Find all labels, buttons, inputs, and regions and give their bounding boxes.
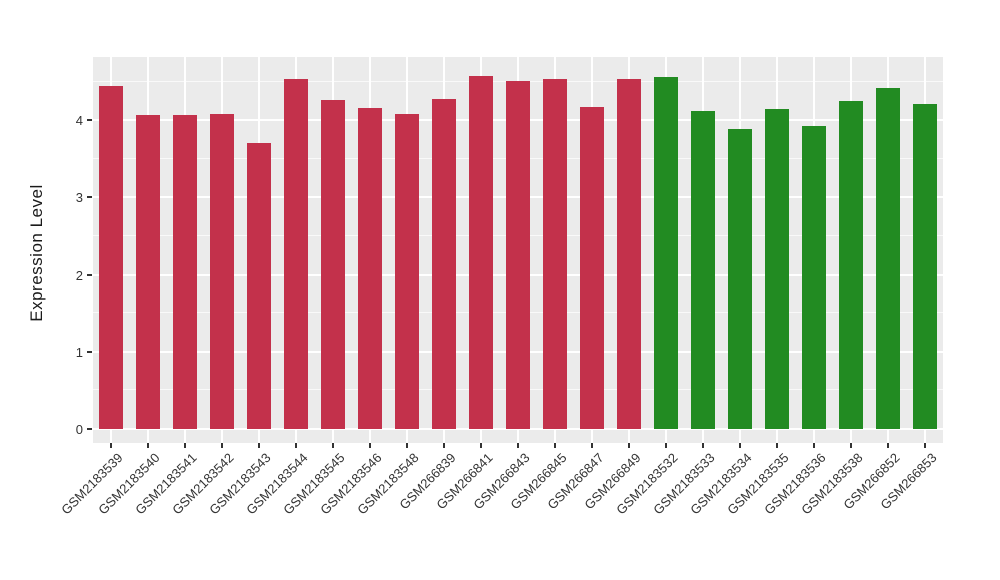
x-tick-mark	[443, 443, 446, 448]
x-tick-mark	[517, 443, 519, 448]
y-tick-label: 1	[75, 344, 83, 360]
x-tick-mark	[775, 443, 778, 448]
bar-GSM266841	[469, 76, 494, 429]
x-tick-mark	[553, 443, 556, 448]
y-tick-mark	[87, 196, 92, 199]
x-tick-mark	[406, 443, 409, 448]
x-tick-mark	[849, 443, 852, 448]
x-tick-mark	[627, 443, 630, 448]
y-tick-mark	[87, 428, 92, 430]
bar-GSM266852	[875, 88, 900, 429]
bar-GSM266845	[542, 79, 567, 429]
bar-GSM2183548	[395, 114, 420, 429]
x-tick-mark	[812, 443, 815, 448]
bar-GSM2183541	[173, 115, 198, 429]
bar-GSM2183542	[210, 114, 235, 429]
bar-GSM266839	[432, 99, 457, 429]
x-tick-mark	[923, 443, 926, 448]
x-tick-mark	[221, 443, 224, 448]
bar-GSM266847	[579, 107, 604, 429]
x-tick-mark	[147, 443, 150, 448]
bar-GSM2183539	[99, 86, 124, 429]
bar-GSM2183532	[653, 77, 678, 429]
y-tick-label: 2	[75, 267, 83, 283]
x-tick-mark	[664, 443, 667, 448]
y-axis-title: Expression Level	[27, 184, 46, 322]
y-tick-label: 3	[75, 190, 83, 206]
bar-GSM2183544	[284, 79, 309, 429]
bar-GSM2183546	[358, 108, 383, 429]
y-tick-label: 0	[75, 422, 83, 437]
y-tick-mark	[87, 119, 92, 122]
bar-GSM2183535	[764, 109, 789, 429]
bar-GSM2183545	[321, 100, 346, 429]
x-tick-mark	[184, 443, 187, 448]
x-tick-mark	[886, 443, 889, 448]
y-tick-mark	[87, 273, 92, 276]
x-tick-mark	[480, 443, 483, 448]
plot-panel	[93, 57, 943, 443]
bar-GSM266843	[506, 81, 530, 429]
x-tick-mark	[701, 443, 704, 448]
x-tick-mark	[110, 443, 113, 448]
bar-GSM266853	[912, 104, 937, 429]
x-tick-mark	[590, 443, 593, 448]
bar-GSM2183533	[690, 111, 715, 429]
x-tick-mark	[258, 443, 261, 448]
x-tick-mark	[738, 443, 741, 448]
bar-GSM2183540	[136, 115, 161, 429]
y-tick-label: 4	[75, 113, 83, 129]
bar-GSM2183534	[727, 129, 752, 429]
x-tick-mark	[332, 443, 335, 448]
x-tick-mark	[369, 443, 372, 448]
bar-GSM2183543	[247, 143, 272, 429]
bar-GSM2183536	[801, 126, 826, 429]
bar-GSM266849	[616, 79, 641, 429]
y-tick-mark	[87, 350, 92, 353]
x-tick-mark	[295, 443, 298, 448]
bar-GSM2183538	[838, 101, 863, 429]
